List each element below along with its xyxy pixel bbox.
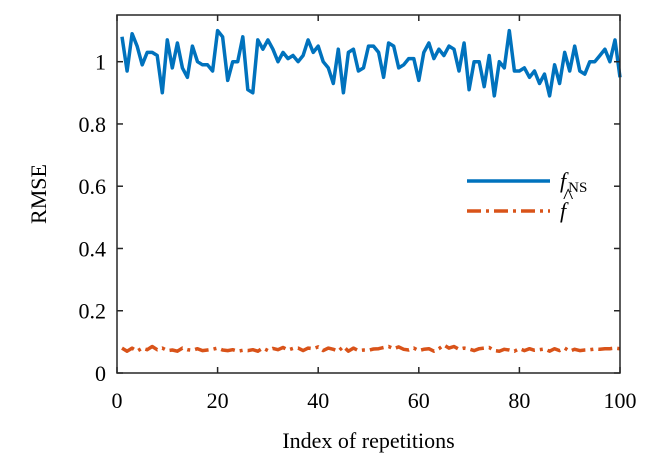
x-tick-label: 20 [207,388,229,413]
y-tick-label: 1 [95,50,106,75]
plot-series-group [120,28,622,353]
axes-box [116,14,621,374]
y-tick-label: 0.6 [79,174,107,199]
x-axis-title: Index of repetitions [282,428,454,453]
y-tick-label: 0 [95,361,106,386]
x-tick-label: 80 [508,388,530,413]
legend-label-f_hat: f [560,198,569,223]
x-tick-label: 0 [112,388,123,413]
x-tick-label: 40 [307,388,329,413]
y-tick-label: 0.4 [79,236,107,261]
tick-group: 0 20 40 60 80 100 0 0.2 0.4 0.6 0.8 1 [79,15,637,413]
y-axis-title: RMSE [26,164,51,224]
legend-label-f_NS: f NS [560,168,587,196]
y-tick-label: 0.8 [79,112,107,137]
x-tick-label: 60 [408,388,430,413]
series-line-f_NS [120,28,622,98]
legend: f NSf^ [467,168,587,223]
legend-accent-hat: ^ [563,183,574,208]
x-tick-label: 100 [604,388,637,413]
y-tick-label: 0.2 [79,299,107,324]
series-line-f_hat [121,343,621,353]
